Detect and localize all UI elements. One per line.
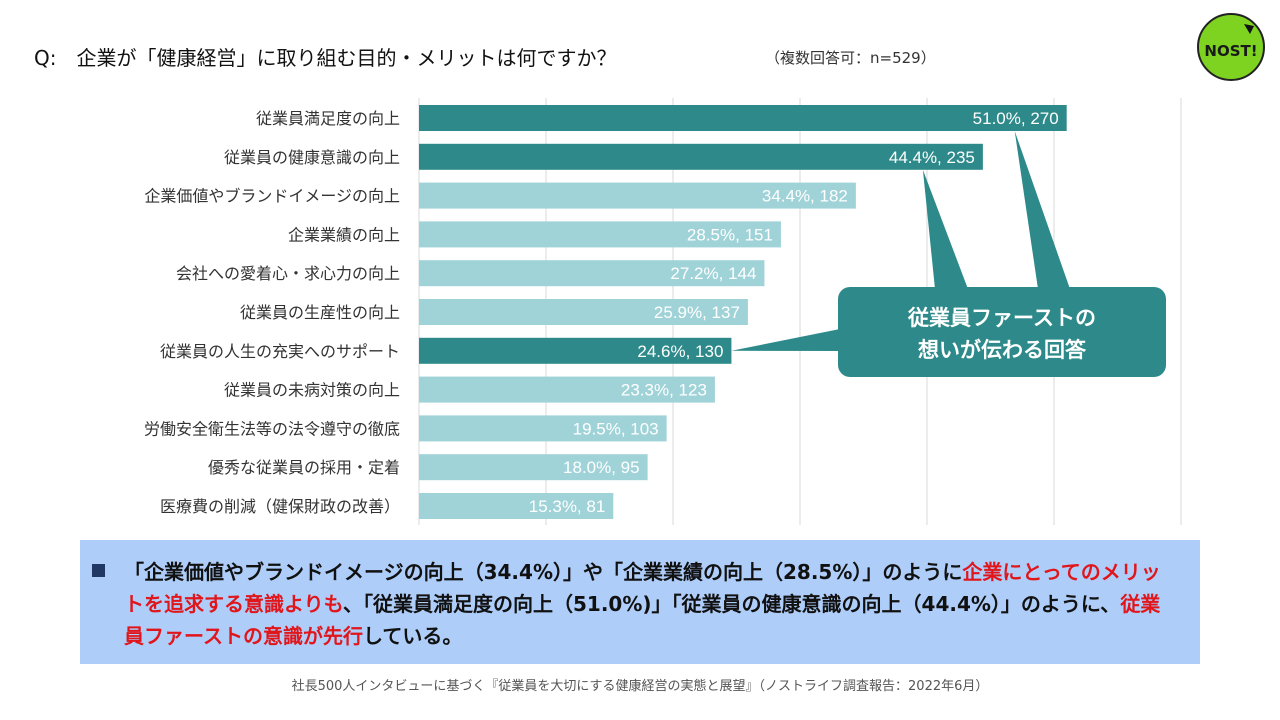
category-label: 優秀な従業員の採用・定着 bbox=[208, 458, 400, 477]
bar bbox=[419, 143, 983, 170]
summary-highlight-1: 企業にとってのメリットを追求する意識よりも bbox=[124, 560, 1161, 616]
summary-text-1: 「企業価値やブランドイメージの向上（34.4%）」や「企業業績の向上（28.5%… bbox=[124, 560, 963, 584]
category-label: 会社への愛着心・求心力の向上 bbox=[176, 264, 400, 283]
summary-bullet-icon bbox=[92, 564, 105, 577]
category-label: 企業価値やブランドイメージの向上 bbox=[144, 187, 400, 206]
bar bbox=[419, 105, 1067, 131]
callout-line-1: 従業員ファーストの bbox=[907, 306, 1096, 330]
data-label: 34.4%, 182 bbox=[762, 187, 848, 206]
callout-line-2: 想いが伝わる回答 bbox=[918, 338, 1087, 362]
bar bbox=[419, 493, 614, 519]
summary-highlight-2: 従業員ファーストの意識が先行 bbox=[124, 592, 1161, 648]
category-label: 従業員満足度の向上 bbox=[256, 109, 400, 128]
callout-pointer bbox=[922, 169, 968, 289]
data-label: 24.6%, 130 bbox=[637, 342, 723, 361]
category-label: 従業員の生産性の向上 bbox=[240, 303, 400, 322]
logo-text: NOST! bbox=[1204, 42, 1258, 60]
category-label: 企業業績の向上 bbox=[288, 225, 400, 244]
bar bbox=[419, 415, 667, 442]
data-label: 23.3%, 123 bbox=[621, 381, 707, 400]
bar bbox=[419, 260, 765, 287]
bar bbox=[419, 221, 781, 248]
data-label: 28.5%, 151 bbox=[687, 225, 773, 244]
category-label: 医療費の削減（健保財政の改善） bbox=[160, 497, 400, 516]
callout-box bbox=[838, 287, 1166, 377]
data-label: 18.0%, 95 bbox=[563, 458, 640, 477]
bar bbox=[419, 376, 715, 403]
callout-pointer bbox=[731, 329, 840, 351]
logo-badge-icon bbox=[1197, 13, 1265, 81]
data-label: 19.5%, 103 bbox=[573, 419, 659, 438]
data-label: 44.4%, 235 bbox=[889, 148, 975, 167]
category-label: 従業員の人生の充実へのサポート bbox=[160, 342, 400, 361]
summary-text-3: している。 bbox=[363, 624, 463, 648]
nost-logo: NOST! bbox=[1196, 12, 1266, 82]
data-label: 51.0%, 270 bbox=[973, 109, 1059, 128]
summary-box: 「企業価値やブランドイメージの向上（34.4%）」や「企業業績の向上（28.5%… bbox=[80, 540, 1200, 664]
category-label: 従業員の健康意識の向上 bbox=[224, 148, 400, 167]
response-note: （複数回答可：n=529） bbox=[765, 49, 936, 67]
summary-text-2: 、「従業員満足度の向上（51.0%)」「従業員の健康意識の向上（44.4%）」の… bbox=[343, 592, 1121, 616]
data-label: 27.2%, 144 bbox=[670, 264, 756, 283]
page-title: Q: 企業が「健康経営」に取り組む目的・メリットは何ですか？ bbox=[34, 46, 617, 70]
callout-pointer bbox=[1014, 131, 1070, 289]
bar-chart: 従業員満足度の向上 51.0%, 270 従業員の健康意識の向上 44.4%, 235… bbox=[144, 98, 1182, 525]
category-label: 従業員の未病対策の向上 bbox=[224, 381, 400, 400]
source-footer: 社長500人インタビューに基づく『従業員を大切にする健康経営の実態と展望』（ノス… bbox=[291, 679, 989, 694]
category-label: 労働安全衛生法等の法令遵守の徹底 bbox=[144, 419, 400, 438]
data-label: 25.9%, 137 bbox=[654, 303, 740, 322]
bar bbox=[419, 454, 648, 481]
bar bbox=[419, 337, 732, 364]
bar bbox=[419, 182, 856, 209]
bar bbox=[419, 299, 748, 325]
data-label: 15.3%, 81 bbox=[529, 497, 606, 516]
